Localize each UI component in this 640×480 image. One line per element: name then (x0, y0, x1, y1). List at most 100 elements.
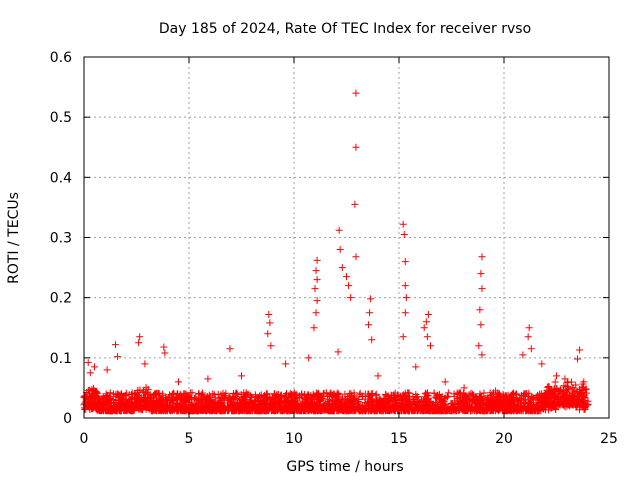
data-point (161, 349, 169, 357)
data-point (308, 405, 316, 413)
data-point (412, 393, 420, 401)
data-point (495, 397, 503, 405)
data-point (494, 406, 502, 414)
data-point (151, 390, 159, 398)
data-point (397, 403, 405, 411)
data-point (314, 405, 322, 413)
data-point (307, 401, 315, 409)
data-point (149, 405, 157, 413)
data-point (425, 401, 433, 409)
data-point (478, 351, 486, 359)
data-point (165, 405, 173, 413)
data-point (473, 400, 481, 408)
data-point (492, 387, 500, 395)
data-point (135, 339, 143, 347)
data-point (401, 282, 409, 290)
data-point (407, 404, 415, 412)
data-point (309, 407, 317, 415)
data-point (376, 396, 384, 404)
data-point (325, 392, 333, 400)
data-point (375, 406, 383, 414)
data-point (435, 390, 443, 398)
data-point (479, 401, 487, 409)
data-point (229, 393, 237, 401)
data-point (319, 404, 327, 412)
data-point (103, 397, 111, 405)
data-point (282, 360, 290, 368)
data-point (286, 389, 294, 397)
data-point (291, 399, 299, 407)
data-point (522, 406, 530, 414)
data-point (245, 390, 253, 398)
data-point (128, 394, 136, 402)
data-point (367, 392, 375, 400)
data-point (581, 394, 589, 402)
data-point (119, 401, 127, 409)
data-point (235, 396, 243, 404)
data-point (204, 375, 212, 383)
data-point (343, 399, 351, 407)
data-point (428, 400, 436, 408)
data-point (336, 402, 344, 410)
data-point (198, 402, 206, 410)
data-point (333, 403, 341, 411)
data-point (93, 393, 101, 401)
data-point (145, 402, 153, 410)
data-point (350, 392, 358, 400)
data-point (338, 264, 346, 272)
data-point (185, 395, 193, 403)
data-point (576, 346, 584, 354)
data-point (167, 395, 175, 403)
data-point (424, 311, 432, 319)
data-point (138, 405, 146, 413)
data-point (270, 390, 278, 398)
data-point (131, 400, 139, 408)
data-point (440, 394, 448, 402)
data-point (264, 394, 272, 402)
data-point (370, 401, 378, 409)
data-point (347, 294, 355, 302)
data-point (568, 399, 576, 407)
data-point (236, 403, 244, 411)
data-point (579, 400, 587, 408)
data-point (146, 399, 154, 407)
data-point (547, 386, 555, 394)
data-point (444, 389, 452, 397)
data-point (543, 383, 551, 391)
data-point (312, 267, 320, 275)
data-point (109, 402, 117, 410)
data-point (195, 390, 203, 398)
data-point (241, 392, 249, 400)
data-point (374, 372, 382, 380)
data-point (155, 389, 163, 397)
data-point (168, 396, 176, 404)
data-point (345, 282, 353, 290)
data-point (563, 388, 571, 396)
data-point (520, 399, 528, 407)
data-point (582, 385, 590, 393)
data-point (109, 396, 117, 404)
chart-title: Day 185 of 2024, Rate Of TEC Index for r… (159, 21, 531, 37)
data-point (253, 401, 261, 409)
data-point (558, 390, 566, 398)
data-point (355, 402, 363, 410)
data-point (422, 318, 430, 326)
data-point (169, 397, 177, 405)
data-point (114, 353, 122, 361)
data-point (572, 381, 580, 389)
data-point (125, 391, 133, 399)
data-point (84, 395, 92, 403)
data-point (134, 386, 142, 394)
data-point (420, 324, 428, 332)
data-point (301, 395, 309, 403)
data-point (199, 407, 207, 415)
data-point (430, 389, 438, 397)
x-axis-title: GPS time / hours (286, 459, 403, 475)
data-point (535, 398, 543, 406)
data-point (580, 378, 588, 386)
data-point (148, 394, 156, 402)
data-point (157, 395, 165, 403)
data-point (113, 390, 121, 398)
data-point (315, 406, 323, 414)
